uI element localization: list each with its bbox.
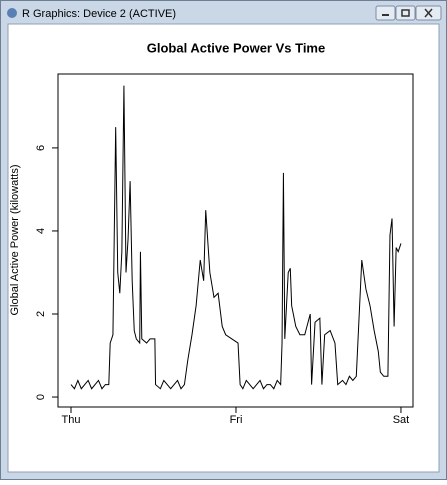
x-tick-label: Sat — [393, 414, 410, 426]
y-tick-label: 6 — [35, 145, 47, 151]
minimize-button[interactable] — [375, 5, 396, 21]
chart-title: Global Active Power Vs Time — [147, 40, 325, 55]
app-icon — [7, 8, 17, 18]
window-buttons — [375, 5, 442, 21]
y-axis-label: Global Active Power (kilowatts) — [9, 165, 21, 316]
y-tick-label: 2 — [35, 311, 47, 317]
x-tick-label: Fri — [230, 414, 243, 426]
maximize-button[interactable] — [395, 5, 416, 21]
y-tick-label: 0 — [35, 394, 47, 400]
window-title: R Graphics: Device 2 (ACTIVE) — [22, 8, 176, 20]
x-tick-label: Thu — [62, 414, 81, 426]
y-tick-label: 4 — [35, 228, 47, 234]
chart: Global Active Power Vs Time Global Activ… — [9, 40, 414, 426]
data-line — [70, 85, 402, 390]
plot-device — [7, 23, 440, 473]
